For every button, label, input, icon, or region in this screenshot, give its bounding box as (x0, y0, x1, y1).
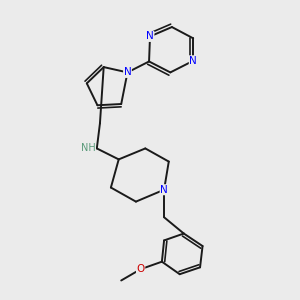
Text: N: N (160, 185, 168, 195)
Text: NH: NH (81, 143, 95, 153)
Text: N: N (124, 68, 131, 77)
Text: N: N (189, 56, 197, 66)
Text: O: O (136, 264, 145, 274)
Text: N: N (146, 32, 154, 41)
